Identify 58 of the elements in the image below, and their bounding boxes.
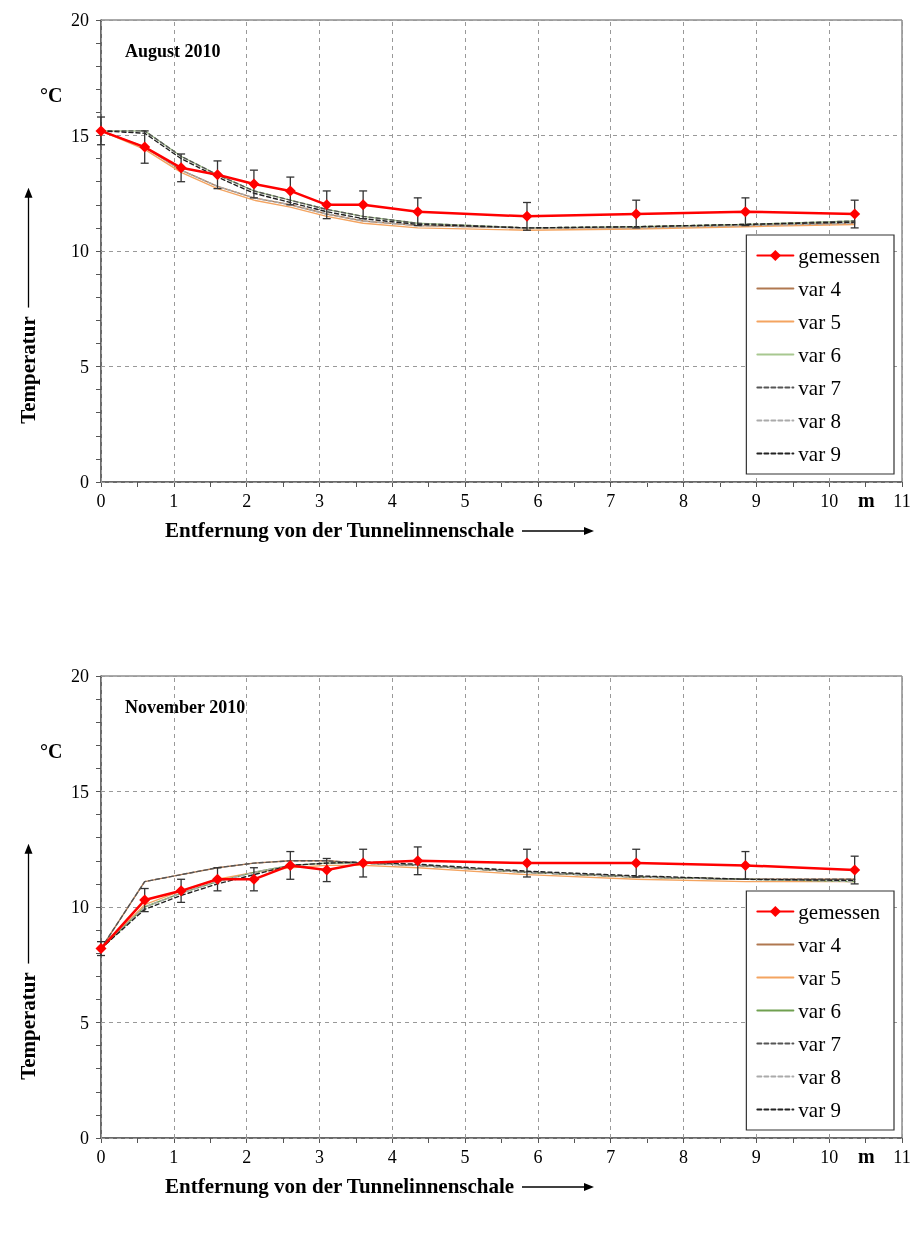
legend-label: var 9 (798, 441, 841, 466)
x-tick-label: 3 (314, 1147, 324, 1167)
x-tick-label: 0 (96, 491, 106, 511)
y-tick-label: 5 (80, 1012, 89, 1033)
x-tick-label: 1 (169, 1147, 179, 1167)
legend-label: var 8 (798, 1064, 841, 1089)
x-tick-label: 7 (606, 491, 616, 511)
legend-label: var 7 (798, 375, 841, 400)
x-axis-title: Entfernung von der Tunnelinnenschale (165, 518, 515, 543)
x-tick-label: 8 (679, 491, 689, 511)
y-axis-title: Temperatur (15, 316, 41, 424)
y-axis-title: Temperatur (15, 972, 41, 1080)
legend-label: gemessen (798, 243, 881, 268)
x-tick-label: 10 (820, 491, 839, 511)
y-tick-label: 20 (71, 10, 89, 30)
text: m (858, 1145, 875, 1167)
legend-label: var 4 (798, 932, 842, 957)
x-tick-label: 8 (679, 1147, 689, 1167)
x-tick-label: 3 (314, 491, 324, 511)
y-tick-label: 20 (71, 666, 89, 686)
legend-label: var 6 (798, 998, 841, 1023)
y-tick-label: 10 (71, 241, 89, 261)
x-tick-label: 6 (533, 491, 543, 511)
x-axis-title: Entfernung von der Tunnelinnenschale (165, 1174, 515, 1199)
x-tick-label: 2 (242, 1147, 252, 1167)
legend-label: var 6 (798, 342, 841, 367)
x-tick-label: 4 (387, 491, 397, 511)
y-tick-label: 0 (80, 472, 89, 492)
legend-label: var 8 (798, 408, 841, 433)
legend-label: var 7 (798, 1031, 841, 1056)
y-tick-label: 15 (71, 125, 89, 146)
x-tick-label: 11 (893, 1147, 911, 1167)
legend-label: var 9 (798, 1097, 841, 1122)
text: °C (40, 740, 63, 762)
text: °C (40, 84, 63, 106)
x-tick-label: 1 (169, 491, 179, 511)
x-tick-label: 9 (751, 491, 761, 511)
text: November 2010 (125, 697, 246, 717)
text: m (858, 489, 875, 511)
x-tick-label: 0 (96, 1147, 106, 1167)
legend-label: var 5 (798, 965, 841, 990)
y-tick-label: 15 (71, 781, 89, 802)
y-tick-label: 10 (71, 897, 89, 917)
legend-label: var 4 (798, 276, 842, 301)
legend-label: var 5 (798, 309, 841, 334)
x-tick-label: 6 (533, 1147, 543, 1167)
x-tick-label: 9 (751, 1147, 761, 1167)
x-tick-label: 11 (893, 491, 911, 511)
x-tick-label: 4 (387, 1147, 397, 1167)
y-tick-label: 5 (80, 356, 89, 377)
x-tick-label: 7 (606, 1147, 616, 1167)
x-tick-label: 10 (820, 1147, 839, 1167)
x-tick-label: 5 (460, 491, 470, 511)
x-tick-label: 2 (242, 491, 252, 511)
y-tick-label: 0 (80, 1128, 89, 1148)
x-tick-label: 5 (460, 1147, 470, 1167)
text: August 2010 (125, 41, 221, 61)
legend-label: gemessen (798, 899, 881, 924)
